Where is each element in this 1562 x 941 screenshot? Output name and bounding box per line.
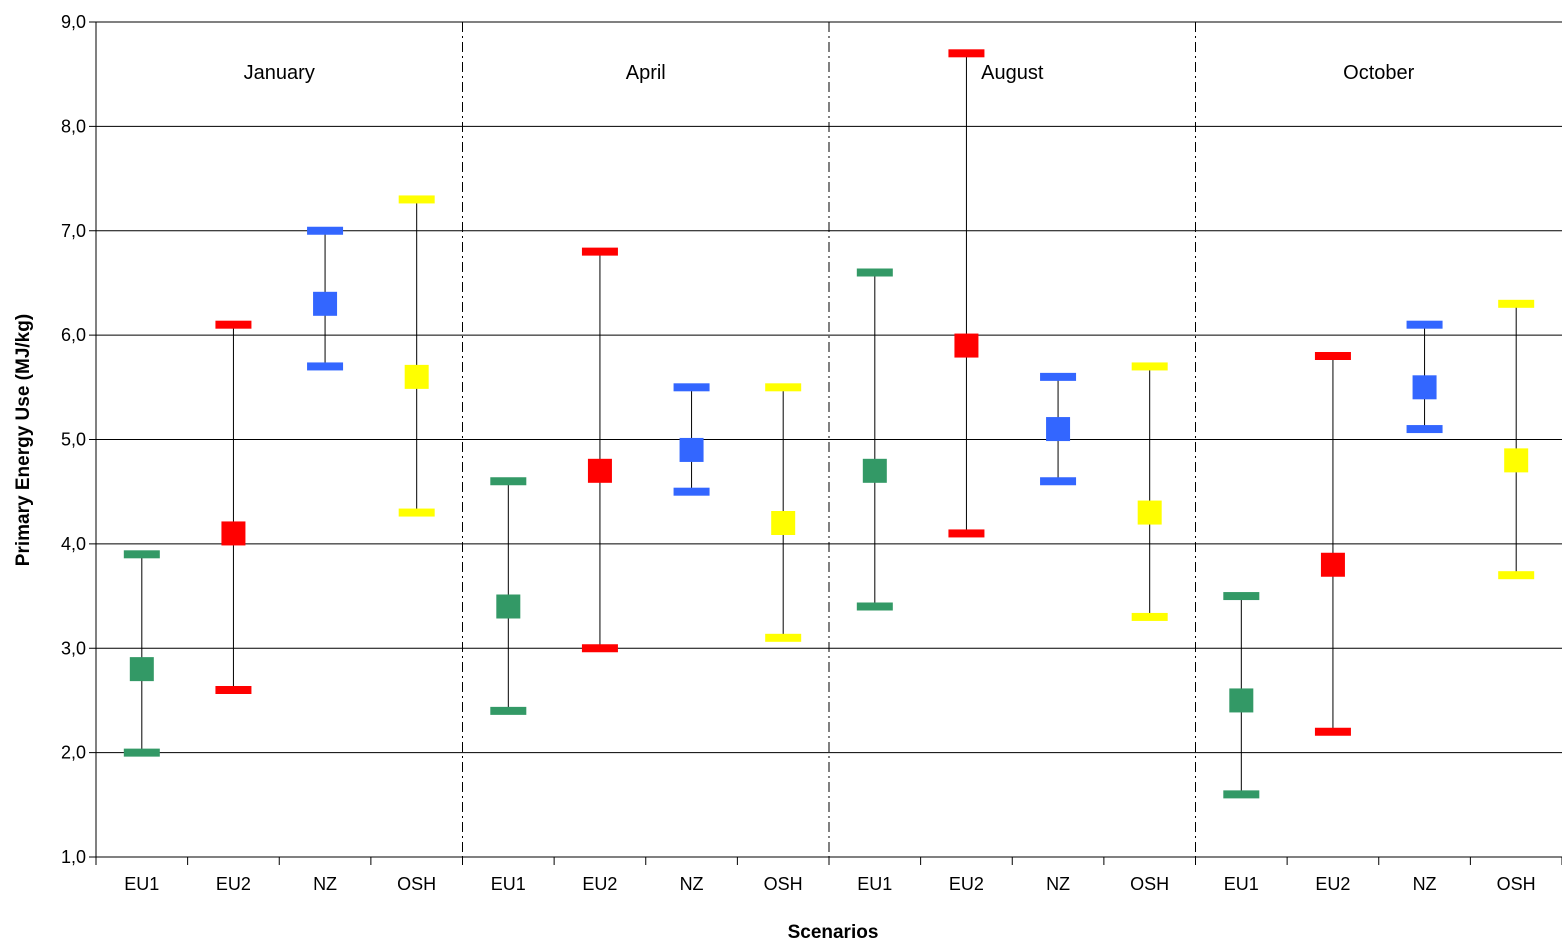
- x-tick-label: NZ: [680, 874, 704, 894]
- low-marker: [1131, 612, 1168, 621]
- x-tick-label: EU2: [582, 874, 617, 894]
- y-axis-title: Primary Energy Use (MJ/kg): [13, 314, 34, 566]
- x-tick-label: NZ: [313, 874, 337, 894]
- x-tick-label: NZ: [1413, 874, 1437, 894]
- x-tick-label: EU2: [949, 874, 984, 894]
- x-tick-label: OSH: [397, 874, 436, 894]
- low-marker: [1223, 790, 1260, 799]
- mid-marker: [129, 657, 154, 682]
- high-marker: [123, 550, 160, 559]
- low-marker: [307, 362, 344, 371]
- low-marker: [1314, 727, 1351, 736]
- low-marker: [856, 602, 893, 611]
- data-marks: [123, 49, 1535, 799]
- high-marker: [673, 383, 710, 392]
- x-tick-label: OSH: [1497, 874, 1536, 894]
- mid-marker: [1504, 448, 1529, 473]
- low-marker: [490, 706, 527, 715]
- high-marker: [490, 477, 527, 486]
- y-tick-label: 7,0: [61, 221, 86, 241]
- high-marker: [1223, 592, 1260, 601]
- high-marker: [856, 268, 893, 277]
- y-tick-label: 6,0: [61, 325, 86, 345]
- mid-marker: [404, 364, 429, 389]
- high-marker: [1040, 372, 1077, 381]
- low-marker: [581, 644, 618, 653]
- high-marker: [1498, 299, 1535, 308]
- mid-marker: [587, 458, 612, 483]
- low-marker: [1406, 425, 1443, 434]
- x-tick-label: EU1: [124, 874, 159, 894]
- x-tick-label: EU1: [491, 874, 526, 894]
- y-tick-label: 9,0: [61, 12, 86, 32]
- low-marker: [1040, 477, 1077, 486]
- low-marker: [948, 529, 985, 538]
- mid-marker: [221, 521, 246, 546]
- y-tick-label: 2,0: [61, 743, 86, 763]
- low-marker: [765, 633, 802, 642]
- high-marker: [1406, 320, 1443, 329]
- high-marker: [1314, 352, 1351, 360]
- y-tick-label: 4,0: [61, 534, 86, 554]
- month-label: August: [981, 62, 1044, 84]
- y-tick-label: 1,0: [61, 847, 86, 867]
- x-tick-label: EU2: [216, 874, 251, 894]
- axes: [89, 21, 1562, 865]
- mid-marker: [1229, 688, 1254, 713]
- low-marker: [673, 487, 710, 496]
- mid-marker: [496, 594, 521, 619]
- month-separators: [462, 22, 1196, 857]
- mid-marker: [954, 333, 979, 358]
- mid-marker: [862, 458, 887, 483]
- y-tick-label: 8,0: [61, 116, 86, 136]
- high-marker: [1131, 362, 1168, 371]
- mid-marker: [1046, 417, 1071, 442]
- labels: 1,0 2,0 3,0 4,0 5,0 6,0 7,0 8,0 9,0 January April A…: [61, 12, 1536, 894]
- high-marker: [398, 195, 435, 204]
- x-tick-label: OSH: [1130, 874, 1169, 894]
- low-marker: [1498, 571, 1535, 580]
- x-tick-label: EU1: [1224, 874, 1259, 894]
- low-marker: [123, 748, 160, 757]
- mid-marker: [1320, 552, 1345, 577]
- high-marker: [765, 383, 802, 392]
- mid-marker: [313, 291, 338, 316]
- low-marker: [215, 686, 252, 694]
- mid-marker: [1412, 375, 1437, 400]
- high-marker: [307, 226, 344, 235]
- high-marker: [581, 247, 618, 256]
- x-tick-label: EU2: [1315, 874, 1350, 894]
- month-label: October: [1343, 62, 1414, 84]
- high-marker: [948, 49, 985, 58]
- y-tick-label: 3,0: [61, 638, 86, 658]
- y-tick-label: 5,0: [61, 430, 86, 450]
- high-marker: [215, 320, 252, 329]
- x-tick-label: NZ: [1046, 874, 1070, 894]
- x-tick-label: OSH: [764, 874, 803, 894]
- low-marker: [398, 508, 435, 517]
- mid-marker: [679, 437, 704, 462]
- month-label: April: [626, 62, 666, 84]
- month-label: January: [244, 62, 315, 84]
- mid-marker: [1137, 500, 1162, 525]
- x-tick-label: EU1: [857, 874, 892, 894]
- x-axis-title: Scenarios: [788, 922, 879, 941]
- mid-marker: [771, 511, 796, 535]
